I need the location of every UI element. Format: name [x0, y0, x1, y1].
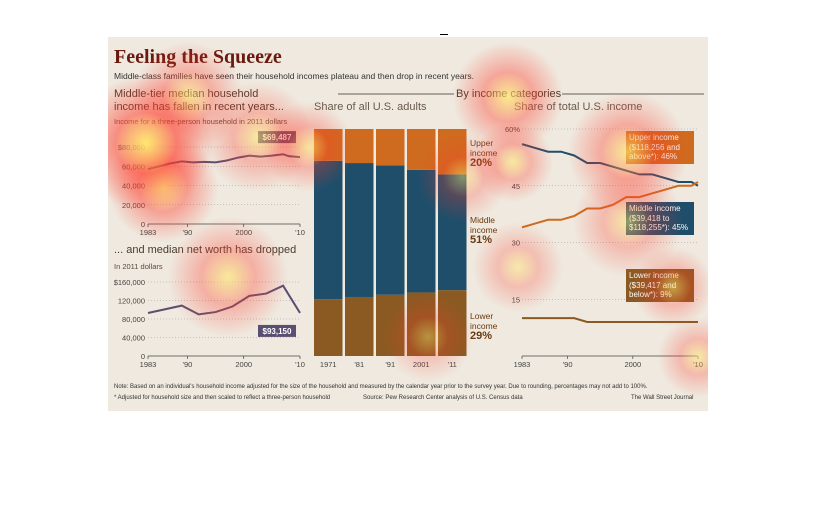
share-y-tick-label: 60%	[505, 125, 520, 134]
networth-y-tick-label: 80,000	[122, 315, 145, 324]
share-y-tick-label: 30	[512, 239, 520, 248]
bar-lower-segment	[345, 296, 374, 356]
share-lower-line	[522, 317, 698, 323]
bar-upper-segment	[438, 129, 467, 175]
networth-y-tick-label: $160,000	[114, 278, 145, 287]
lower-label-value: 29%	[470, 330, 493, 342]
share-y-tick-label: 15	[512, 295, 520, 304]
networth-x-tick-label: 2000	[235, 360, 252, 369]
networth-series-line	[147, 284, 301, 316]
lower-income-label: Lower income 29%	[470, 311, 497, 342]
share-x-tick-label: '90	[563, 360, 573, 369]
bar-x-tick-label: '91	[385, 360, 395, 369]
bar-middle-segment	[376, 165, 405, 295]
bar-lower-segment	[376, 294, 405, 356]
upper-income-annotation: Upper income ($118,256 and above*): 46%	[626, 131, 694, 164]
networth-y-tick-label: 40,000	[122, 334, 145, 343]
bar-lower-segment	[407, 292, 436, 356]
networth-x-tick-label: 1983	[140, 360, 157, 369]
bar-upper-segment	[345, 129, 374, 164]
bar-upper-segment	[314, 129, 343, 161]
footnote-adjusted: * Adjusted for household size and then s…	[114, 395, 331, 401]
bar-lower-segment	[438, 290, 467, 356]
lower-label-line1: Lower	[470, 311, 494, 321]
footnote-note: Note: Based on an individual's household…	[114, 384, 648, 390]
lower-income-annotation: Lower income ($39,417 and below*): 9%	[626, 269, 694, 302]
adults-stacked-bar-chart: 1971 '81 '91 2001 '11	[314, 129, 467, 369]
upper-label-line1: Upper	[470, 138, 494, 148]
bar-x-tick-label: 2001	[413, 360, 430, 369]
income-x-tick-label: 1983	[140, 228, 157, 237]
publisher-credit: The Wall Street Journal	[631, 395, 694, 401]
networth-x-tick-label: '10	[295, 360, 305, 369]
bar-upper-segment	[407, 129, 436, 170]
income-x-tick-label: '10	[295, 228, 305, 237]
income-y-tick-label: 60,000	[122, 162, 145, 171]
share-y-tick-label: 45	[512, 182, 520, 191]
bar-upper-segment	[376, 129, 405, 166]
bar-middle-segment	[438, 174, 467, 291]
networth-y-tick-label: 120,000	[118, 297, 145, 306]
income-x-tick-label: 2000	[235, 228, 252, 237]
income-value-label: $69,487	[263, 133, 292, 142]
top-mark	[440, 34, 448, 35]
middle-income-label: Middle income 51%	[470, 215, 497, 246]
middle-income-annotation: Middle income ($39,418 to $118,255*): 45…	[626, 202, 694, 235]
networth-value-label: $93,150	[263, 327, 292, 336]
income-y-tick-label: $80,000	[118, 143, 145, 152]
bar-lower-segment	[314, 299, 343, 356]
upper-label-value: 20%	[470, 157, 493, 169]
share-x-tick-label: 1983	[514, 360, 531, 369]
income-x-tick-label: '90	[183, 228, 193, 237]
share-x-tick-label: 2000	[624, 360, 641, 369]
share-x-tick-label: '10	[693, 360, 703, 369]
middle-label-value: 51%	[470, 234, 493, 246]
bar-x-tick-label: '11	[448, 360, 457, 369]
networth-x-tick-label: '90	[183, 360, 193, 369]
source-credit: Source: Pew Research Center analysis of …	[363, 395, 523, 401]
income-y-tick-label: 40,000	[122, 182, 145, 191]
bar-x-tick-label: 1971	[320, 360, 337, 369]
bar-middle-segment	[345, 163, 374, 297]
middle-label-line1: Middle	[470, 215, 496, 225]
bar-middle-segment	[314, 160, 343, 300]
income-y-tick-label: 20,000	[122, 201, 145, 210]
infographic-panel: Feeling the Squeeze Middle-class familie…	[108, 37, 708, 411]
income-series-line	[147, 153, 301, 171]
infographic-content: Feeling the Squeeze Middle-class familie…	[108, 37, 708, 411]
bar-x-tick-label: '81	[354, 360, 364, 369]
upper-income-label: Upper income 20%	[470, 138, 497, 169]
bar-middle-segment	[407, 169, 436, 293]
